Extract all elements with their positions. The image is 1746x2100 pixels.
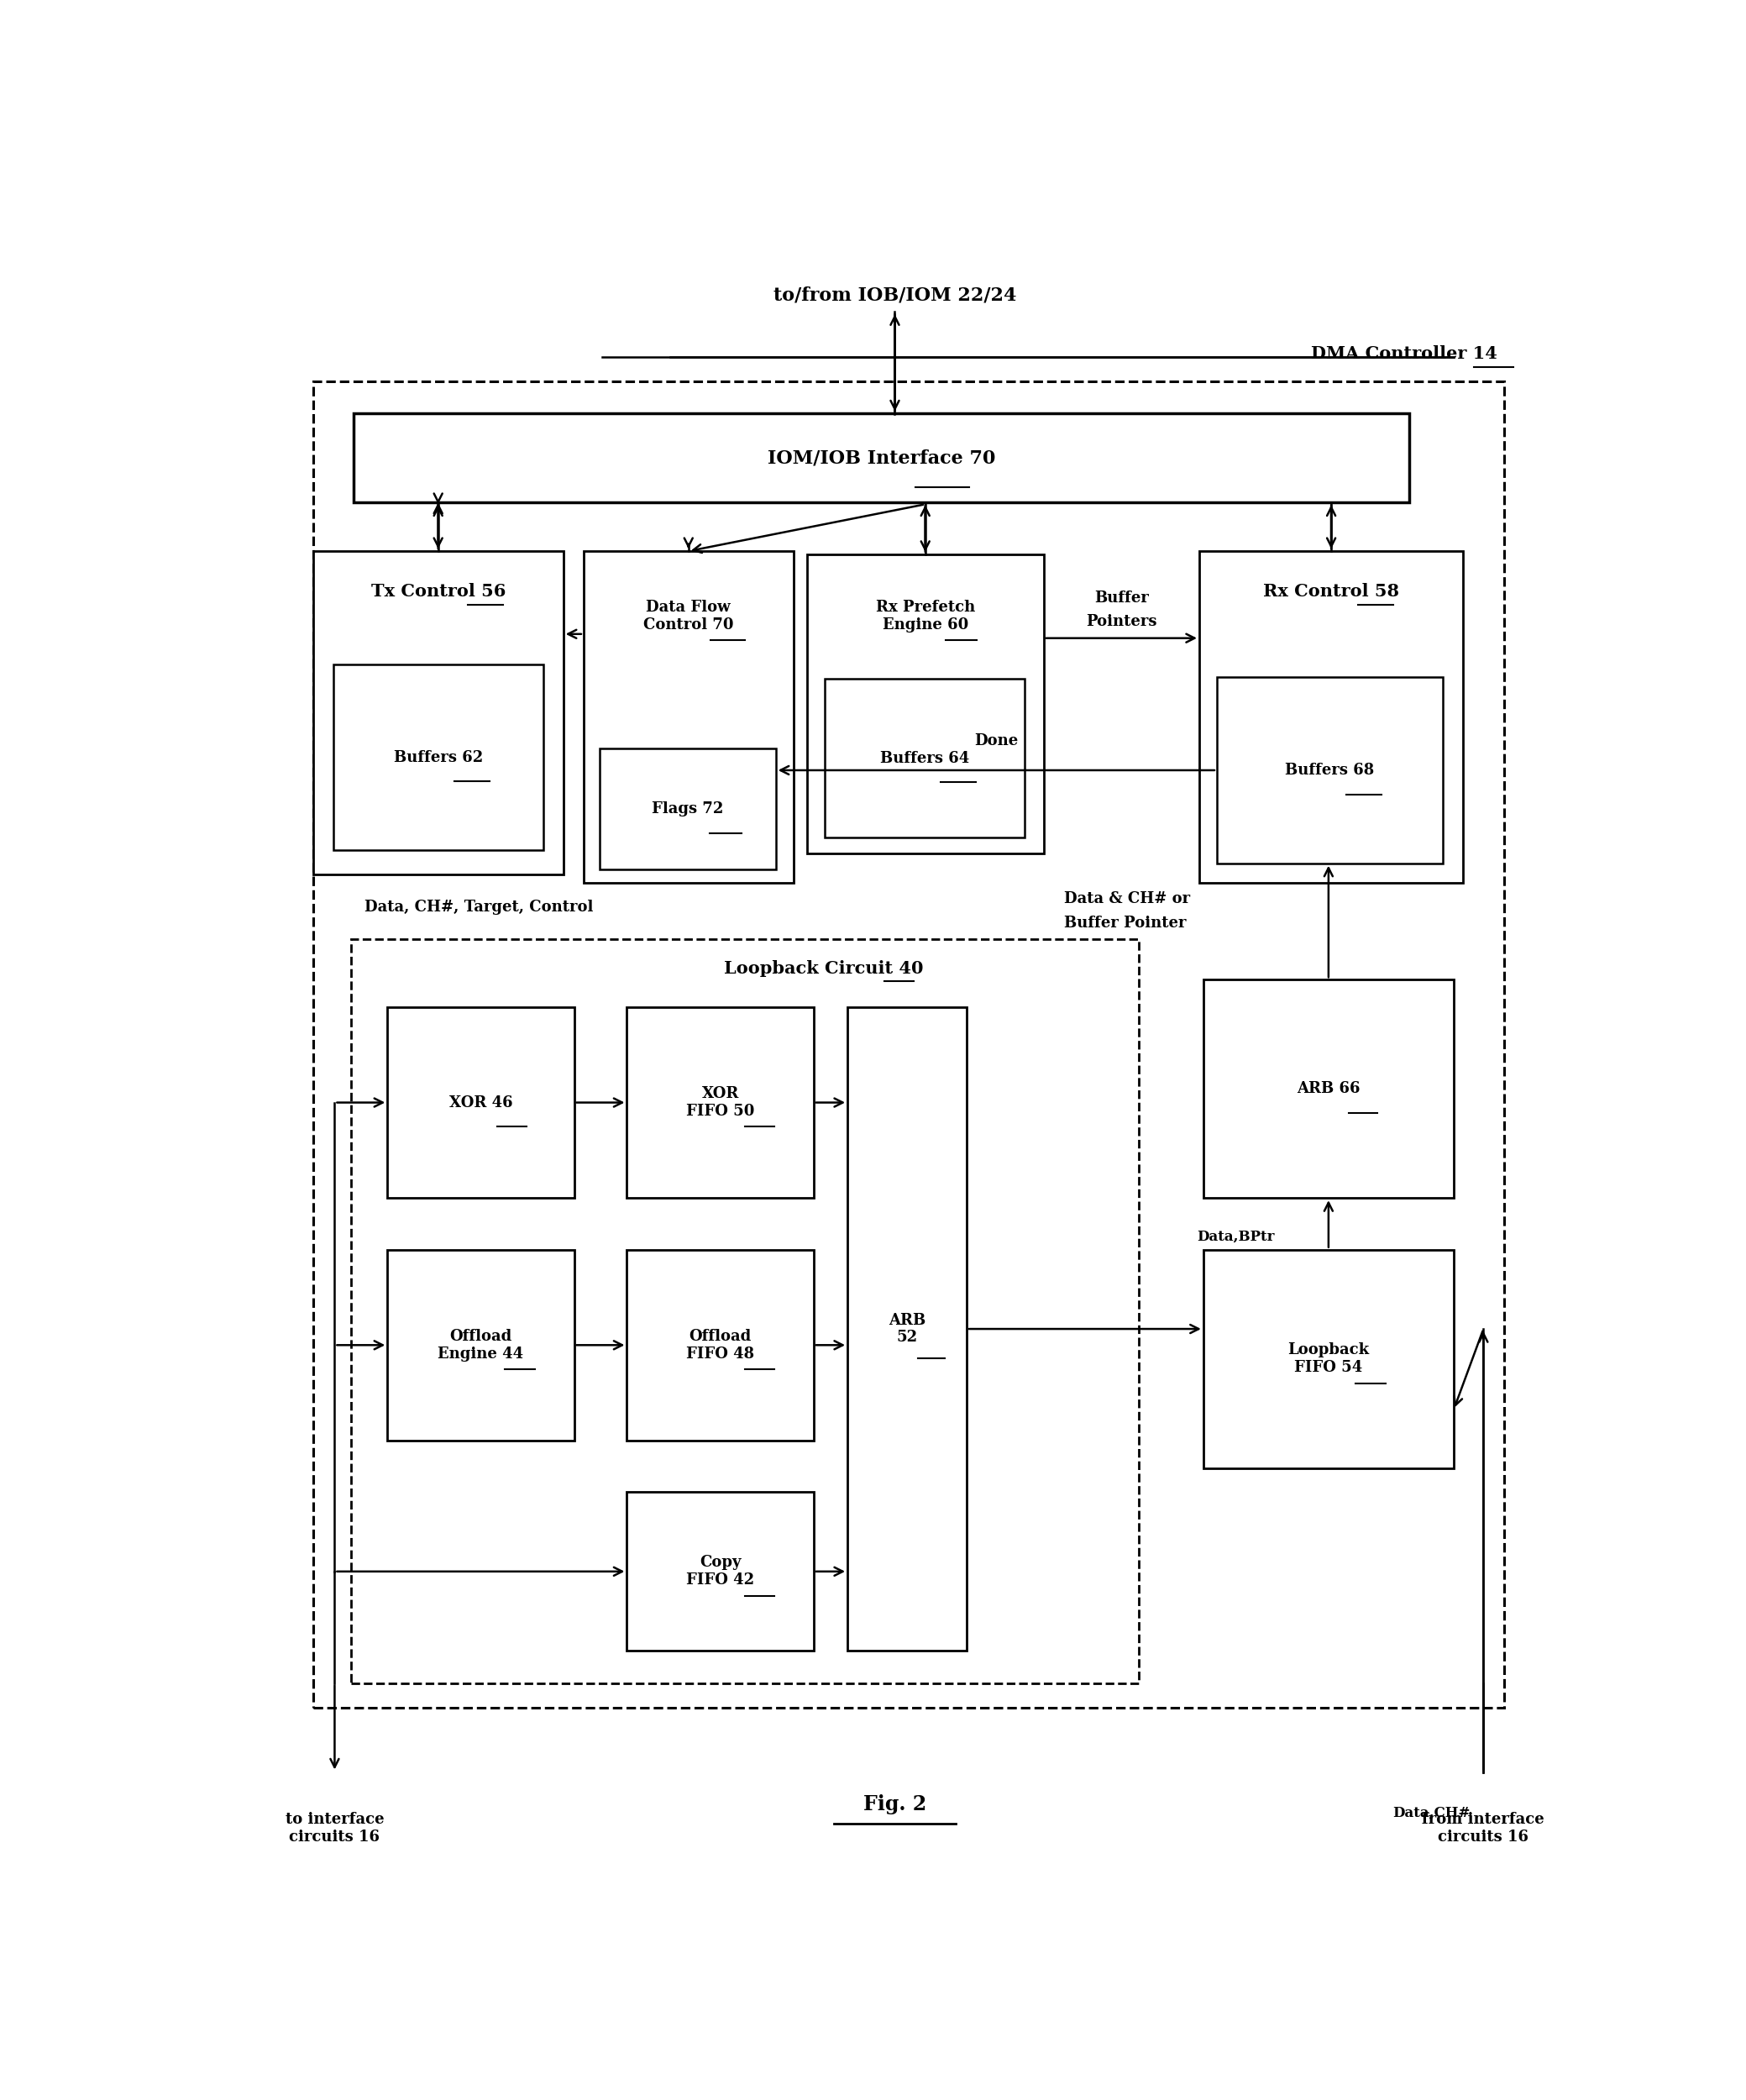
Text: Offload
FIFO 48: Offload FIFO 48 bbox=[686, 1329, 754, 1361]
Bar bbox=[601, 748, 775, 869]
Text: XOR
FIFO 50: XOR FIFO 50 bbox=[686, 1086, 754, 1119]
Text: Buffer: Buffer bbox=[1095, 590, 1149, 605]
Text: Fig. 2: Fig. 2 bbox=[863, 1793, 927, 1814]
Text: from interface
circuits 16: from interface circuits 16 bbox=[1423, 1812, 1545, 1846]
Text: Tx Control 56: Tx Control 56 bbox=[370, 584, 506, 601]
Bar bbox=[847, 1008, 967, 1651]
Bar bbox=[313, 550, 564, 874]
Bar bbox=[354, 414, 1409, 502]
Text: ARB
52: ARB 52 bbox=[889, 1312, 925, 1346]
Text: Data,BPtr: Data,BPtr bbox=[1196, 1231, 1275, 1243]
Text: DMA Controller 14: DMA Controller 14 bbox=[1311, 346, 1496, 363]
Bar bbox=[388, 1008, 574, 1197]
Text: Loopback
FIFO 54: Loopback FIFO 54 bbox=[1289, 1342, 1369, 1376]
Bar bbox=[388, 1250, 574, 1441]
Text: Rx Prefetch
Engine 60: Rx Prefetch Engine 60 bbox=[875, 598, 974, 632]
Text: Loopback Circuit 40: Loopback Circuit 40 bbox=[723, 960, 924, 976]
Text: Rx Control 58: Rx Control 58 bbox=[1262, 584, 1399, 601]
Text: IOM/IOB Interface 70: IOM/IOB Interface 70 bbox=[766, 449, 995, 468]
Text: Data, CH#, Target, Control: Data, CH#, Target, Control bbox=[365, 899, 594, 914]
Text: to interface
circuits 16: to interface circuits 16 bbox=[285, 1812, 384, 1846]
Bar bbox=[583, 550, 793, 882]
Bar bbox=[627, 1008, 814, 1197]
Bar bbox=[351, 939, 1138, 1682]
Text: Pointers: Pointers bbox=[1086, 615, 1158, 630]
Bar bbox=[313, 382, 1503, 1707]
Text: Data,CH#: Data,CH# bbox=[1392, 1806, 1470, 1819]
Bar bbox=[627, 1493, 814, 1651]
Text: Buffers 64: Buffers 64 bbox=[880, 750, 969, 766]
Bar bbox=[1200, 550, 1463, 882]
Text: Buffers 62: Buffers 62 bbox=[393, 750, 482, 764]
Text: Flags 72: Flags 72 bbox=[651, 802, 723, 817]
Bar bbox=[807, 554, 1044, 853]
Text: XOR 46: XOR 46 bbox=[449, 1094, 513, 1111]
Text: Offload
Engine 44: Offload Engine 44 bbox=[438, 1329, 524, 1361]
Bar bbox=[824, 678, 1025, 838]
Text: Data Flow
Control 70: Data Flow Control 70 bbox=[643, 598, 733, 632]
Text: Done: Done bbox=[974, 733, 1018, 750]
Text: Data & CH# or: Data & CH# or bbox=[1063, 890, 1191, 907]
Bar bbox=[627, 1250, 814, 1441]
Bar bbox=[1203, 1250, 1454, 1468]
Bar bbox=[1217, 678, 1442, 863]
Text: Copy
FIFO 42: Copy FIFO 42 bbox=[686, 1556, 754, 1588]
Text: to/from IOB/IOM 22/24: to/from IOB/IOM 22/24 bbox=[773, 286, 1016, 304]
Bar bbox=[1203, 979, 1454, 1197]
Bar bbox=[333, 664, 543, 850]
Text: ARB 66: ARB 66 bbox=[1297, 1082, 1360, 1096]
Text: Buffers 68: Buffers 68 bbox=[1285, 762, 1374, 777]
Text: Buffer Pointer: Buffer Pointer bbox=[1063, 916, 1186, 930]
